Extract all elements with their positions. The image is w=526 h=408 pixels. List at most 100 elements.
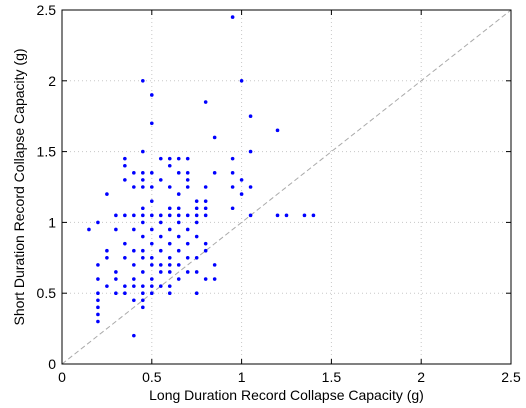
data-point <box>105 255 109 260</box>
data-point <box>141 234 145 239</box>
data-point <box>212 135 217 140</box>
data-point <box>167 185 172 189</box>
data-point <box>96 220 100 225</box>
data-point <box>167 213 172 218</box>
data-point <box>132 284 136 288</box>
data-point <box>212 277 217 281</box>
data-point <box>141 220 145 225</box>
data-point <box>194 255 199 260</box>
data-point <box>167 206 172 211</box>
identity-reference-line <box>61 9 512 365</box>
data-point <box>230 15 235 19</box>
data-point <box>150 199 154 203</box>
data-point <box>194 206 199 211</box>
data-point <box>141 298 145 303</box>
data-point <box>141 213 145 218</box>
data-point <box>123 156 127 161</box>
data-point <box>114 291 118 296</box>
data-point <box>87 227 91 232</box>
data-point <box>141 79 145 83</box>
data-point <box>141 284 145 288</box>
data-point <box>176 234 181 239</box>
data-point <box>105 192 109 196</box>
plot-frame <box>61 9 512 365</box>
data-point <box>158 270 163 274</box>
data-point <box>150 121 154 126</box>
data-point <box>203 241 208 246</box>
data-point <box>230 185 235 189</box>
data-point <box>158 156 163 161</box>
x-tick-label: 0.5 <box>142 369 162 385</box>
data-point <box>194 220 199 225</box>
data-point <box>212 171 217 175</box>
data-point <box>194 199 199 203</box>
data-point <box>141 171 145 175</box>
data-point <box>230 171 235 175</box>
data-point <box>141 185 145 189</box>
x-tick-label: 2.5 <box>501 369 521 385</box>
data-point <box>185 270 190 274</box>
data-point <box>185 156 190 161</box>
data-point <box>150 291 154 296</box>
data-point <box>239 178 244 182</box>
data-point <box>185 213 190 218</box>
data-point <box>176 277 181 281</box>
x-tick-label: 1.5 <box>322 369 342 385</box>
data-point <box>194 270 199 274</box>
data-point <box>150 185 154 189</box>
data-point <box>176 192 181 196</box>
data-point <box>167 163 172 168</box>
data-point <box>158 234 163 239</box>
data-point <box>105 248 109 253</box>
data-point <box>248 185 253 189</box>
data-point <box>150 213 154 218</box>
data-point <box>141 149 145 154</box>
data-point <box>239 192 244 196</box>
data-point <box>176 220 181 225</box>
data-point <box>212 263 217 267</box>
data-point <box>176 263 181 267</box>
data-point <box>141 178 145 182</box>
data-point <box>132 263 136 267</box>
data-point <box>194 291 199 296</box>
data-point <box>167 255 172 260</box>
data-point <box>203 277 208 281</box>
data-point <box>132 248 136 253</box>
data-point <box>123 291 127 296</box>
data-point <box>96 305 100 310</box>
data-point <box>311 213 316 218</box>
y-tick-label: 0.5 <box>37 285 57 301</box>
data-point <box>158 178 163 182</box>
data-point <box>141 206 145 211</box>
data-point <box>158 263 163 267</box>
data-point <box>123 284 127 288</box>
data-point <box>158 284 163 288</box>
data-point <box>167 227 172 232</box>
x-axis-ticks: 0 0.5 1 1.5 2 2.5 <box>58 10 521 385</box>
data-point <box>176 248 181 253</box>
data-point <box>176 171 181 175</box>
y-axis-ticks: 0 0.5 1 1.5 2 2.5 <box>37 2 511 372</box>
data-point <box>141 255 145 260</box>
y-tick-label: 2.5 <box>37 2 57 18</box>
data-point <box>150 241 154 246</box>
data-point <box>302 213 307 218</box>
data-point <box>194 213 199 218</box>
data-point <box>230 156 235 161</box>
y-tick-label: 2 <box>48 73 56 89</box>
x-axis-label: Long Duration Record Collapse Capacity (… <box>149 387 424 403</box>
data-point <box>123 241 127 246</box>
data-point <box>123 255 127 260</box>
y-tick-label: 1.5 <box>37 144 57 160</box>
data-point <box>176 213 181 218</box>
data-point <box>114 227 118 232</box>
data-point <box>203 199 208 203</box>
data-point <box>185 241 190 246</box>
x-tick-label: 1 <box>238 369 246 385</box>
data-point <box>284 213 289 218</box>
data-point <box>96 291 100 296</box>
data-point <box>123 178 127 182</box>
data-point <box>167 284 172 288</box>
data-point <box>176 156 181 161</box>
